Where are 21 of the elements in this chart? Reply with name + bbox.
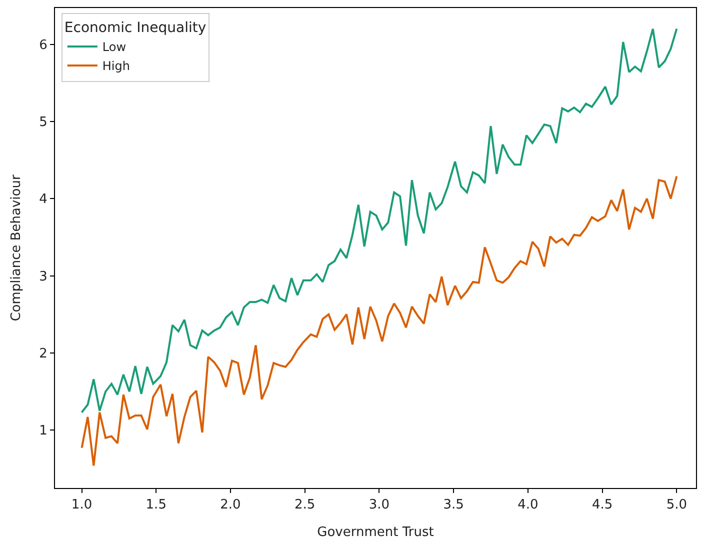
y-tick-label: 2 bbox=[39, 346, 48, 362]
x-tick-label: 4.0 bbox=[518, 498, 538, 513]
legend-title: Economic Inequality bbox=[64, 20, 206, 36]
x-tick-label: 2.5 bbox=[294, 498, 316, 513]
y-axis-title: Compliance Behaviour bbox=[9, 174, 24, 322]
x-tick-label: 2.0 bbox=[220, 498, 241, 513]
legend-label: High bbox=[102, 59, 130, 74]
y-tick-label: 1 bbox=[39, 424, 48, 439]
x-tick-label: 1.5 bbox=[146, 498, 166, 513]
y-tick-label: 5 bbox=[39, 114, 48, 130]
y-tick-label: 6 bbox=[39, 38, 48, 53]
line-series bbox=[80, 175, 678, 467]
x-tick-label: 1.0 bbox=[71, 498, 92, 513]
y-tick-label: 4 bbox=[39, 192, 48, 208]
x-axis-title: Government Trust bbox=[317, 525, 434, 540]
x-tick-label: 3.0 bbox=[368, 498, 390, 513]
legend-label: Low bbox=[102, 40, 126, 54]
x-tick-label: 4.5 bbox=[592, 498, 613, 513]
x-tick-label: 5.0 bbox=[666, 498, 688, 513]
x-tick-label: 3.5 bbox=[443, 498, 464, 513]
y-tick-label: 3 bbox=[39, 269, 48, 284]
